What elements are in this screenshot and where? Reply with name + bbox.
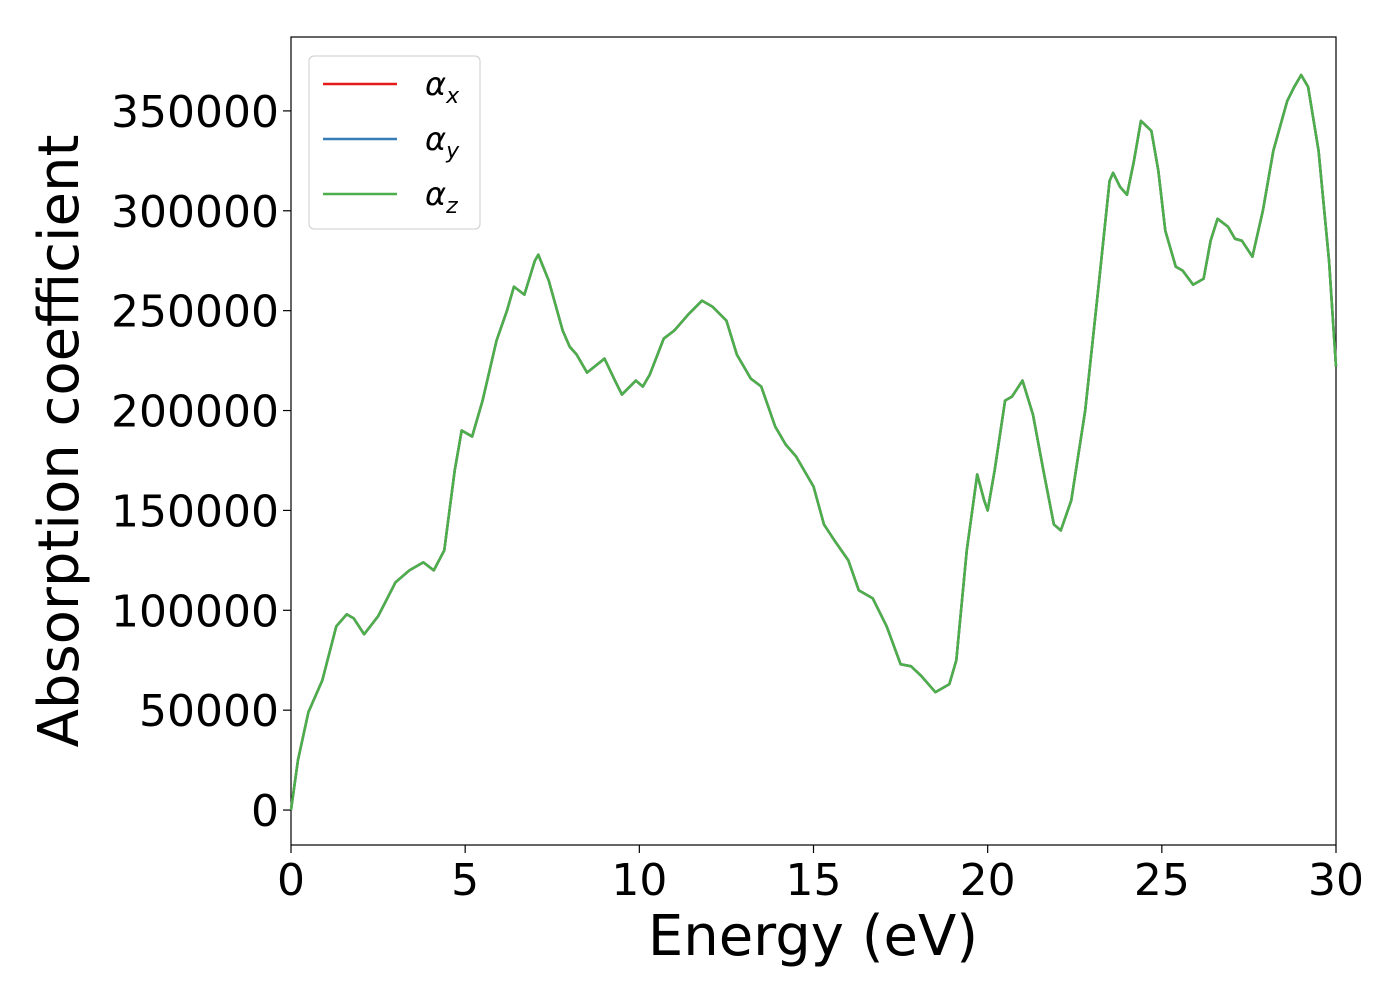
y-tick-label: 150000 (111, 486, 279, 537)
legend-label: αz (425, 175, 458, 219)
x-axis-label: Energy (eV) (648, 904, 978, 969)
x-tick-label: 25 (1134, 855, 1190, 906)
x-tick-label: 5 (451, 855, 479, 906)
x-tick-label: 0 (277, 855, 305, 906)
legend-label: αy (425, 120, 460, 164)
legend-box (308, 55, 481, 230)
x-tick-label: 10 (611, 855, 667, 906)
y-tick-label: 300000 (111, 187, 279, 238)
y-tick-label: 250000 (111, 287, 279, 338)
y-axis-label: Absorption coefficient (27, 135, 92, 748)
y-tick-label: 200000 (111, 387, 279, 438)
y-tick-label: 0 (251, 786, 279, 837)
series-line (289, 73, 1338, 811)
y-tick-label: 100000 (111, 586, 279, 637)
x-tick-label: 15 (786, 855, 842, 906)
y-tick-label: 350000 (111, 87, 279, 138)
y-tick-label: 50000 (139, 686, 279, 737)
x-tick-label: 20 (960, 855, 1016, 906)
x-tick-label: 30 (1308, 855, 1364, 906)
legend-label: αx (425, 65, 460, 109)
